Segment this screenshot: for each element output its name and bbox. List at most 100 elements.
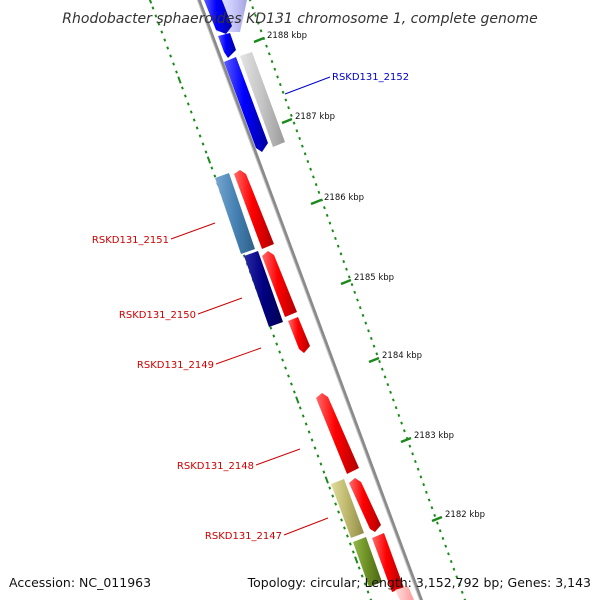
minor-tick — [307, 430, 311, 434]
gene-label[interactable]: RSKD131_2149 — [137, 360, 214, 371]
minor-tick — [353, 290, 357, 294]
minor-tick — [419, 475, 423, 479]
minor-tick — [444, 544, 448, 548]
gene-blue-top[interactable] — [204, 0, 232, 34]
minor-tick — [172, 62, 175, 66]
minor-tick — [272, 334, 276, 338]
chromosome-backbone — [196, 0, 424, 600]
outer-tick-rail — [248, 0, 467, 600]
minor-tick — [383, 375, 387, 379]
minor-tick — [350, 283, 354, 287]
minor-tick — [301, 414, 305, 418]
kbp-tick — [253, 36, 265, 44]
minor-tick — [345, 267, 348, 271]
minor-tick — [452, 567, 456, 571]
minor-tick — [267, 52, 271, 56]
gene-rskd131-2152[interactable] — [224, 57, 268, 152]
minor-tick — [300, 144, 304, 148]
minor-tick — [340, 518, 343, 522]
minor-tick — [290, 382, 293, 386]
minor-tick — [310, 438, 314, 442]
minor-tick — [248, 0, 252, 2]
minor-tick — [298, 406, 302, 410]
minor-tick — [447, 552, 450, 556]
minor-tick — [386, 383, 390, 387]
minor-tick — [364, 321, 368, 325]
minor-tick — [275, 342, 279, 346]
gene-rskd131-2149[interactable] — [288, 317, 310, 353]
gene-red-a[interactable] — [234, 170, 274, 249]
gene-rskd131-2148[interactable] — [316, 393, 359, 474]
minor-tick — [281, 358, 284, 362]
minor-tick — [323, 206, 326, 210]
minor-tick — [213, 174, 217, 178]
major-tick — [354, 556, 359, 564]
minor-tick — [337, 510, 340, 514]
minor-tick — [372, 344, 376, 348]
gene-rskd131-2147[interactable] — [349, 478, 381, 532]
minor-tick — [361, 313, 365, 317]
gene-red-bottom[interactable] — [372, 533, 404, 592]
minor-tick — [449, 559, 453, 564]
minor-tick — [292, 121, 296, 125]
gene-blue-small[interactable] — [218, 33, 236, 58]
minor-tick — [276, 75, 279, 79]
minor-tick — [186, 102, 190, 106]
minor-tick — [328, 486, 332, 490]
gene-labels: RSKD131_2152 RSKD131_2151 RSKD131_2150 RSKD… — [92, 72, 409, 542]
minor-tick — [157, 22, 161, 26]
minor-tick — [284, 366, 287, 370]
minor-tick — [458, 583, 461, 587]
map-title: Rhodobacter sphaeroides KD131 chromosome… — [62, 11, 537, 27]
minor-tick — [357, 566, 361, 570]
minor-tick — [342, 259, 346, 264]
minor-tick — [397, 413, 401, 417]
minor-tick — [334, 502, 338, 506]
minor-tick — [408, 444, 412, 448]
kbp-tick — [310, 198, 322, 206]
minor-tick — [289, 113, 293, 117]
kbp-tick — [431, 515, 443, 523]
minor-tick — [433, 513, 437, 517]
minor-tick — [367, 329, 370, 333]
accession-text: Accession: NC_011963 — [9, 575, 151, 590]
minor-tick — [251, 6, 255, 10]
minor-tick — [339, 252, 343, 256]
gene-label[interactable]: RSKD131_2152 — [332, 72, 409, 83]
minor-tick — [198, 134, 202, 138]
gene-rskd131-2150[interactable] — [244, 251, 283, 327]
minor-tick — [425, 490, 428, 494]
minor-tick — [363, 582, 367, 586]
minor-tick — [378, 359, 381, 364]
minor-tick — [436, 521, 439, 525]
minor-tick — [366, 590, 370, 594]
kbp-tick-label: 2187 kbp — [295, 112, 335, 122]
minor-tick — [284, 98, 288, 102]
chromosome-backbone-highlight — [196, 0, 421, 600]
gene-label[interactable]: RSKD131_2147 — [205, 531, 282, 542]
gene-gray[interactable] — [240, 52, 285, 147]
minor-tick — [313, 446, 317, 450]
minor-tick — [389, 390, 392, 394]
minor-tick — [380, 367, 384, 371]
minor-tick — [438, 529, 442, 533]
minor-tick — [328, 221, 332, 225]
minor-tick — [259, 29, 263, 33]
gene-rskd131-2151[interactable] — [215, 173, 255, 254]
gene-red-b[interactable] — [262, 251, 297, 317]
minor-tick — [322, 470, 326, 474]
gene-olive[interactable] — [353, 537, 382, 587]
gene-label[interactable]: RSKD131_2151 — [92, 235, 169, 246]
minor-tick — [265, 44, 268, 48]
minor-tick — [416, 467, 420, 471]
minor-tick — [316, 454, 320, 458]
gene-label[interactable]: RSKD131_2148 — [177, 461, 254, 472]
gene-khaki[interactable] — [331, 479, 364, 538]
gene-label[interactable]: RSKD131_2150 — [119, 310, 196, 321]
minor-tick — [427, 498, 431, 502]
gene-pink-bottom[interactable] — [395, 586, 414, 600]
minor-tick — [298, 136, 301, 141]
minor-tick — [314, 183, 318, 187]
minor-tick — [195, 126, 199, 130]
minor-tick — [189, 110, 193, 114]
